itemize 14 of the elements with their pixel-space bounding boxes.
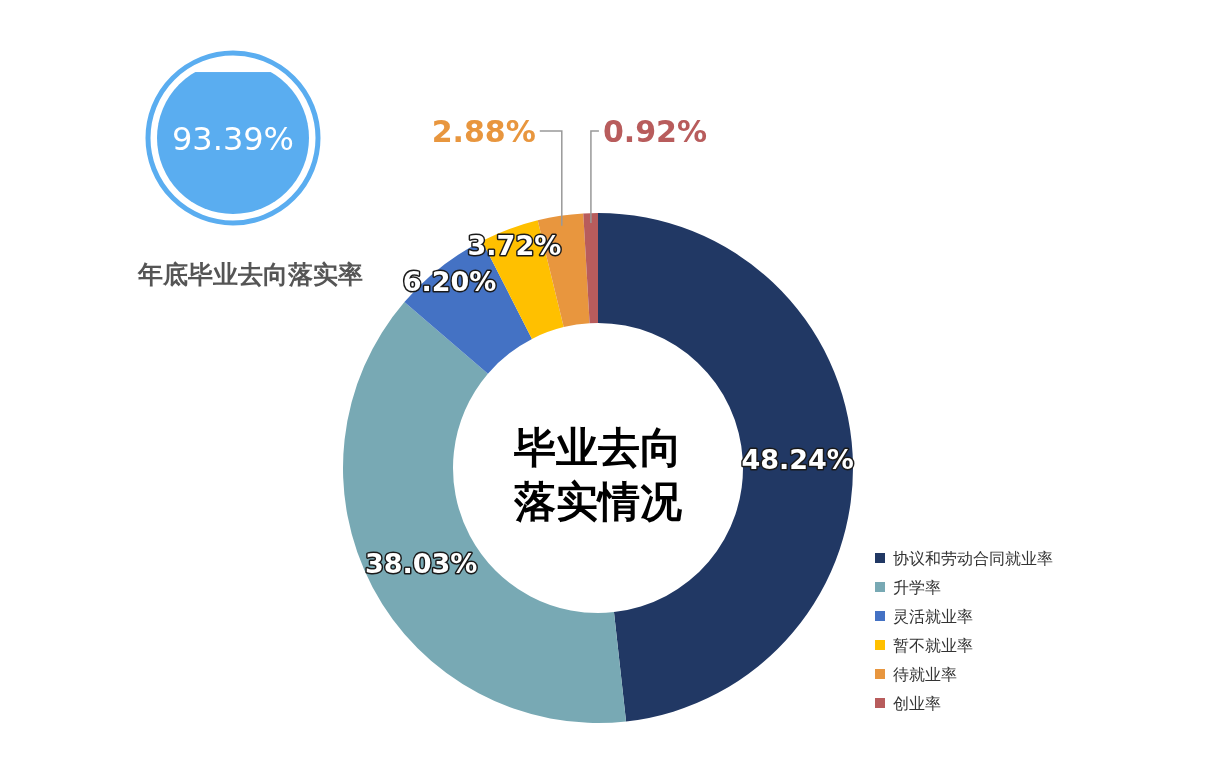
data-label: 48.24% (741, 443, 854, 475)
data-label: 93.39% (171, 120, 295, 158)
legend-label: 灵活就业率 (893, 607, 973, 626)
data-label: 38.03% (364, 548, 478, 580)
legend-label: 暂不就业率 (893, 636, 973, 655)
donut-slice (583, 213, 598, 324)
legend-label: 待就业率 (893, 665, 957, 684)
legend-label: 升学率 (893, 578, 941, 597)
legend-label: 创业率 (893, 694, 941, 713)
data-label: 0.92% (602, 114, 707, 149)
data-label: 2.88% (431, 114, 536, 149)
text: 毕业去向落实情况 (513, 423, 682, 526)
text: 年底毕业去向落实率 (136, 260, 363, 289)
legend-label: 协议和劳动合同就业率 (893, 549, 1053, 568)
